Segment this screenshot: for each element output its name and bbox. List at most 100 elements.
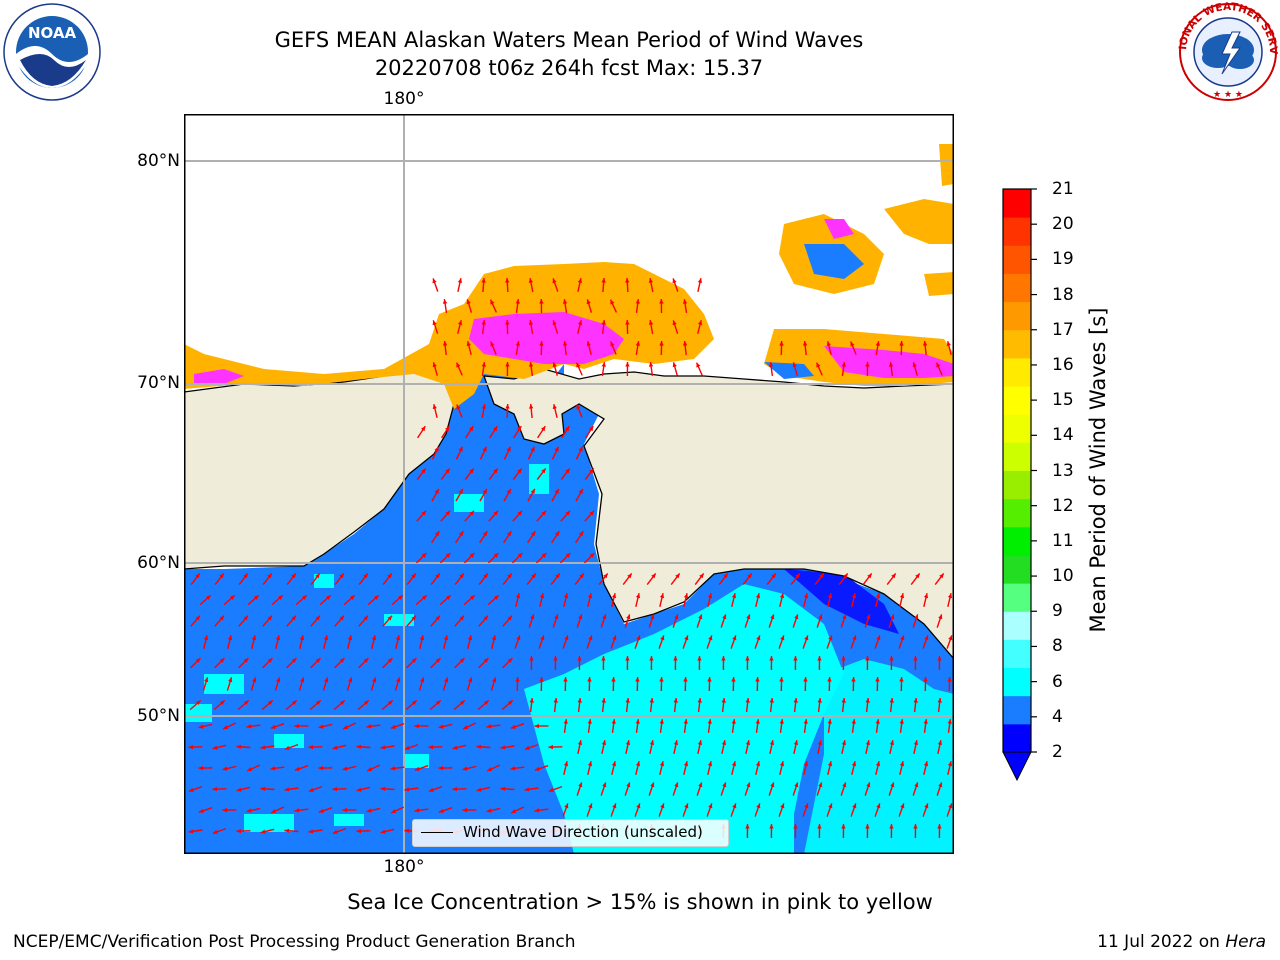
wind-wave-arrowhead [865, 362, 870, 367]
colorbar-band [1003, 667, 1031, 697]
wind-wave-arrowhead [548, 787, 554, 792]
wind-wave-arrowhead [483, 700, 489, 705]
wind-wave-arrowhead [696, 362, 701, 368]
colorbar-band [1003, 470, 1031, 500]
wind-wave-arrowhead [390, 766, 396, 771]
wind-wave-arrowhead [586, 341, 591, 347]
wind-wave-arrowhead [683, 341, 688, 346]
wind-wave-arrowhead [578, 782, 583, 788]
wind-wave-arrowhead [411, 615, 416, 621]
footer-date: 11 Jul 2022 on Hera [1097, 932, 1266, 952]
wind-wave-arrowhead [459, 700, 465, 705]
colorbar-tick-label: 9 [1052, 601, 1063, 622]
wind-wave-arrowhead [318, 724, 324, 729]
wind-wave-arrowhead [793, 740, 799, 745]
wind-wave-arrowhead [291, 615, 296, 621]
wind-wave-arrowhead [660, 803, 665, 809]
wind-wave-arrowhead [937, 656, 942, 661]
wind-wave-arrowhead [673, 740, 679, 745]
wind-wave-arrowhead [891, 573, 896, 579]
wind-wave-arrowhead [411, 700, 417, 705]
wind-wave-arrowhead [524, 745, 530, 750]
wind-wave-arrowhead [463, 725, 469, 729]
wind-wave-arrowhead [517, 510, 522, 516]
wind-wave-arrowhead [579, 573, 584, 579]
wind-wave-arrowhead [588, 635, 593, 641]
wind-wave-arrowhead [493, 426, 498, 432]
colorbar-band [1003, 639, 1031, 669]
wind-wave-arrowhead [421, 510, 426, 516]
wind-wave-arrowhead [435, 658, 441, 663]
wind-wave-arrowhead [486, 808, 492, 813]
wind-wave-arrowhead [721, 740, 727, 745]
wind-wave-arrowhead [419, 635, 425, 641]
wind-wave-arrowhead [198, 765, 203, 771]
wind-wave-arrowhead [219, 658, 225, 663]
wind-wave-arrowhead [435, 700, 441, 705]
wind-wave-arrowhead [659, 761, 665, 767]
wind-wave-arrowhead [611, 761, 617, 767]
wind-wave-arrowhead [816, 362, 821, 368]
wind-wave-arrowhead [938, 782, 943, 788]
wind-wave-arrowhead [649, 656, 654, 661]
wind-wave-arrowhead [946, 341, 951, 347]
wind-wave-arrowhead [373, 595, 379, 600]
wind-wave-arrowhead [236, 828, 241, 834]
wind-wave-arrowhead [380, 786, 386, 791]
wind-wave-arrowhead [865, 740, 871, 745]
wind-wave-arrowhead [899, 341, 904, 346]
wind-wave-arrowhead [554, 614, 559, 620]
wind-wave-arrowhead [650, 614, 655, 620]
wind-wave-arrowhead [923, 341, 928, 346]
wind-wave-arrowhead [462, 766, 468, 771]
wind-wave-arrowhead [697, 698, 702, 703]
wind-wave-arrowhead [601, 656, 606, 661]
wind-wave-arrowhead [270, 724, 276, 729]
wind-wave-arrowhead [731, 677, 736, 682]
wind-wave-arrowhead [531, 573, 536, 579]
wind-wave-arrowhead [636, 635, 641, 641]
wind-wave-arrowhead [755, 593, 761, 599]
wind-wave-arrowhead [529, 698, 534, 703]
wind-wave-arrowhead [223, 725, 229, 729]
wind-wave-arrowhead [294, 808, 300, 813]
wind-wave-arrowhead [555, 531, 560, 537]
wind-wave-arrowhead [490, 341, 495, 347]
wind-wave-arrowhead [565, 510, 570, 516]
nws-logo: NATIONAL WEATHER SERVICE ★ ★ ★ [1178, 2, 1278, 101]
wind-wave-arrowhead [589, 468, 594, 474]
wind-wave-arrowhead [914, 614, 919, 620]
wind-wave-arrowhead [697, 656, 702, 661]
wind-wave-arrowhead [794, 614, 799, 620]
wind-wave-arrowhead [339, 658, 345, 663]
wind-wave-arrowhead [414, 723, 419, 729]
wind-wave-arrowhead [923, 719, 928, 724]
wind-wave-arrowhead [792, 362, 797, 368]
wind-wave-arrowhead [467, 635, 473, 641]
wind-wave-arrowhead [247, 767, 253, 771]
wind-wave-arrowhead [205, 595, 211, 600]
wind-wave-arrowhead [219, 573, 224, 579]
wind-wave-arrowhead [770, 614, 775, 620]
wind-wave-arrowhead [852, 635, 857, 641]
wind-wave-arrowhead [462, 807, 467, 813]
wind-wave-arrowhead [339, 700, 345, 705]
wind-wave-arrowhead [625, 362, 630, 367]
wind-wave-arrowhead [195, 658, 201, 663]
wind-wave-arrowhead [795, 573, 800, 579]
wind-wave-arrowhead [841, 698, 846, 703]
wind-wave-arrowhead [851, 761, 857, 767]
wind-wave-arrowhead [601, 740, 607, 745]
wind-wave-arrowhead [794, 782, 799, 788]
colorbar-tick-label: 20 [1052, 214, 1074, 235]
wind-wave-arrowhead [601, 698, 606, 703]
wind-wave-arrowhead [299, 635, 305, 641]
wind-wave-arrowhead [576, 404, 581, 410]
wind-wave-arrowhead [318, 808, 324, 813]
wind-wave-arrowhead [507, 531, 512, 537]
wind-wave-arrowhead [938, 614, 943, 620]
wind-wave-arrowhead [539, 299, 544, 304]
wind-wave-arrowhead [469, 595, 475, 600]
wind-wave-arrowhead [500, 745, 506, 750]
wind-wave-arrowhead [515, 341, 520, 346]
